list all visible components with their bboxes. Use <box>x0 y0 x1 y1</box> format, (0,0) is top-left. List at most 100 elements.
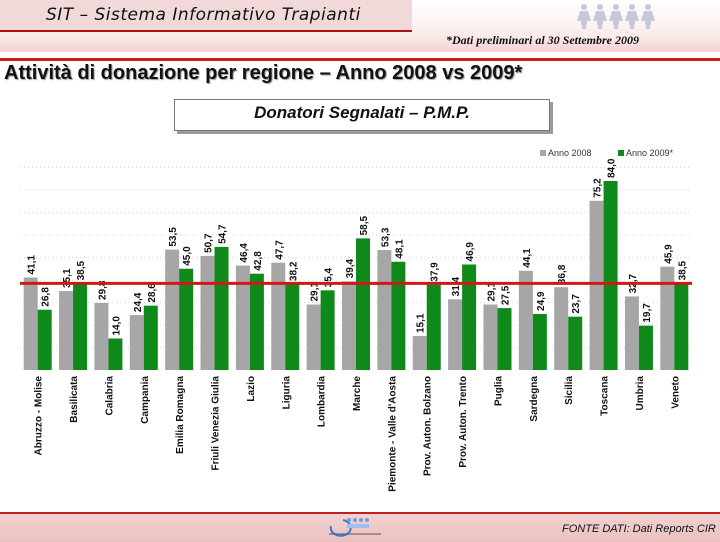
people-logo-icon <box>577 4 655 29</box>
bar-2009 <box>426 284 441 370</box>
header-divider <box>0 58 720 61</box>
category-label: Puglia <box>493 376 504 406</box>
bar-2009 <box>568 316 583 370</box>
data-label: 15,1 <box>416 313 427 333</box>
bar-2008 <box>377 250 392 370</box>
data-label: 38,5 <box>76 260 87 280</box>
bar-2009 <box>462 264 477 370</box>
bar-2008 <box>660 266 675 370</box>
bar-2008 <box>23 277 38 370</box>
bar-2009 <box>674 283 689 370</box>
data-label: 19,7 <box>642 303 653 323</box>
bar-2009 <box>143 305 158 370</box>
data-label: 44,1 <box>522 248 533 268</box>
data-label: 23,7 <box>571 294 582 314</box>
data-label: 48,1 <box>394 239 405 259</box>
data-label: 36,8 <box>557 264 568 284</box>
category-label: Emilia Romagna <box>175 376 186 454</box>
bar-2008 <box>94 302 109 370</box>
data-label: 38,5 <box>677 260 688 280</box>
bar-2008 <box>518 270 533 370</box>
bar-2008 <box>412 336 427 370</box>
chart-subtitle: Donatori Segnalati – P.M.P. <box>254 103 470 122</box>
chart-subtitle-box: Donatori Segnalati – P.M.P. <box>174 99 550 131</box>
data-label: 53,5 <box>168 227 179 247</box>
category-label: Piemonte - Valle d'Aosta <box>387 376 398 492</box>
bar-2009 <box>108 338 123 370</box>
bar-2009 <box>285 284 300 370</box>
category-label: Sardegna <box>529 376 540 422</box>
donation-bar-chart: 41,1 35,1 29,8 24,4 53,5 50,7 46,4 47,7 29,1 39,4… <box>20 148 692 492</box>
category-label: Basilicata <box>69 376 80 423</box>
data-label: 35,4 <box>324 267 335 287</box>
page-title: Attività di donazione per regione – Anno… <box>4 62 523 84</box>
data-label: 46,4 <box>239 243 250 263</box>
data-label: 58,5 <box>359 215 370 235</box>
bar-2009 <box>320 290 335 370</box>
data-label: 37,9 <box>430 262 441 282</box>
data-label: 47,7 <box>274 240 285 260</box>
data-label: 41,1 <box>27 255 38 275</box>
data-label: 24,4 <box>133 292 144 312</box>
data-label: 84,0 <box>607 158 618 178</box>
data-label: 50,7 <box>204 233 215 253</box>
bar-2008 <box>624 296 639 370</box>
bar-2009 <box>391 261 406 370</box>
data-label: 31,4 <box>451 276 462 296</box>
category-label: Prov. Auton. Trento <box>458 376 469 468</box>
cnt-logo-icon <box>329 518 381 537</box>
category-label: Lombardia <box>317 376 328 428</box>
legend-swatch-2009 <box>618 150 624 156</box>
category-label: Campania <box>140 376 151 424</box>
bar-2008 <box>483 304 498 370</box>
bar-2008 <box>129 315 144 370</box>
bar-2008 <box>200 255 215 370</box>
data-label: 38,2 <box>288 261 299 281</box>
bar-2009 <box>603 181 618 370</box>
category-label: Prov. Auton. Bolzano <box>423 376 434 476</box>
bar-2008 <box>342 281 356 370</box>
category-label: Abruzzo - Molise <box>34 376 45 456</box>
bar-2008 <box>589 200 604 370</box>
bar-2008 <box>165 249 180 370</box>
data-label: 75,2 <box>593 178 604 198</box>
data-label: 45,0 <box>182 246 193 266</box>
category-label: Marche <box>352 376 363 411</box>
bar-2009 <box>214 246 229 370</box>
category-label: Toscana <box>600 376 611 416</box>
legend-label: Anno 2009* <box>626 148 674 158</box>
bar-2009 <box>497 308 512 370</box>
data-label: 35,1 <box>62 268 73 288</box>
category-label: Veneto <box>670 376 681 409</box>
preliminary-note: *Dati preliminari al 30 Settembre 2009 <box>446 33 640 47</box>
data-label: 54,7 <box>218 224 229 244</box>
category-label: Friuli Venezia Giulia <box>211 376 222 471</box>
data-label: 26,8 <box>41 287 52 307</box>
data-label: 53,3 <box>380 227 391 247</box>
bar-2009 <box>179 268 194 370</box>
bar-2009 <box>249 273 264 370</box>
data-label: 27,5 <box>500 285 511 305</box>
bar-2009 <box>638 325 653 370</box>
app-title: SIT – Sistema Informativo Trapianti <box>46 5 361 25</box>
bar-2009 <box>73 283 88 370</box>
category-label: Lazio <box>246 376 257 402</box>
bar-2009 <box>532 313 547 370</box>
bar-2009 <box>356 238 370 370</box>
data-label: 45,9 <box>663 244 674 264</box>
bar-2009 <box>37 309 52 370</box>
bar-2008 <box>306 304 321 370</box>
data-label: 29,1 <box>486 282 497 302</box>
category-label: Calabria <box>104 376 115 416</box>
bar-2008 <box>59 291 74 370</box>
category-label: Umbria <box>635 376 646 411</box>
data-label: 29,8 <box>97 280 108 300</box>
data-source: FONTE DATI: Dati Reports CIR <box>562 523 716 535</box>
category-label: Sicilia <box>564 376 575 405</box>
data-label: 29,1 <box>310 282 321 302</box>
data-label: 28,6 <box>147 283 158 303</box>
bar-2008 <box>271 262 286 370</box>
data-label: 14,0 <box>111 316 122 336</box>
data-label: 46,9 <box>465 242 476 262</box>
bar-2008 <box>554 287 569 370</box>
